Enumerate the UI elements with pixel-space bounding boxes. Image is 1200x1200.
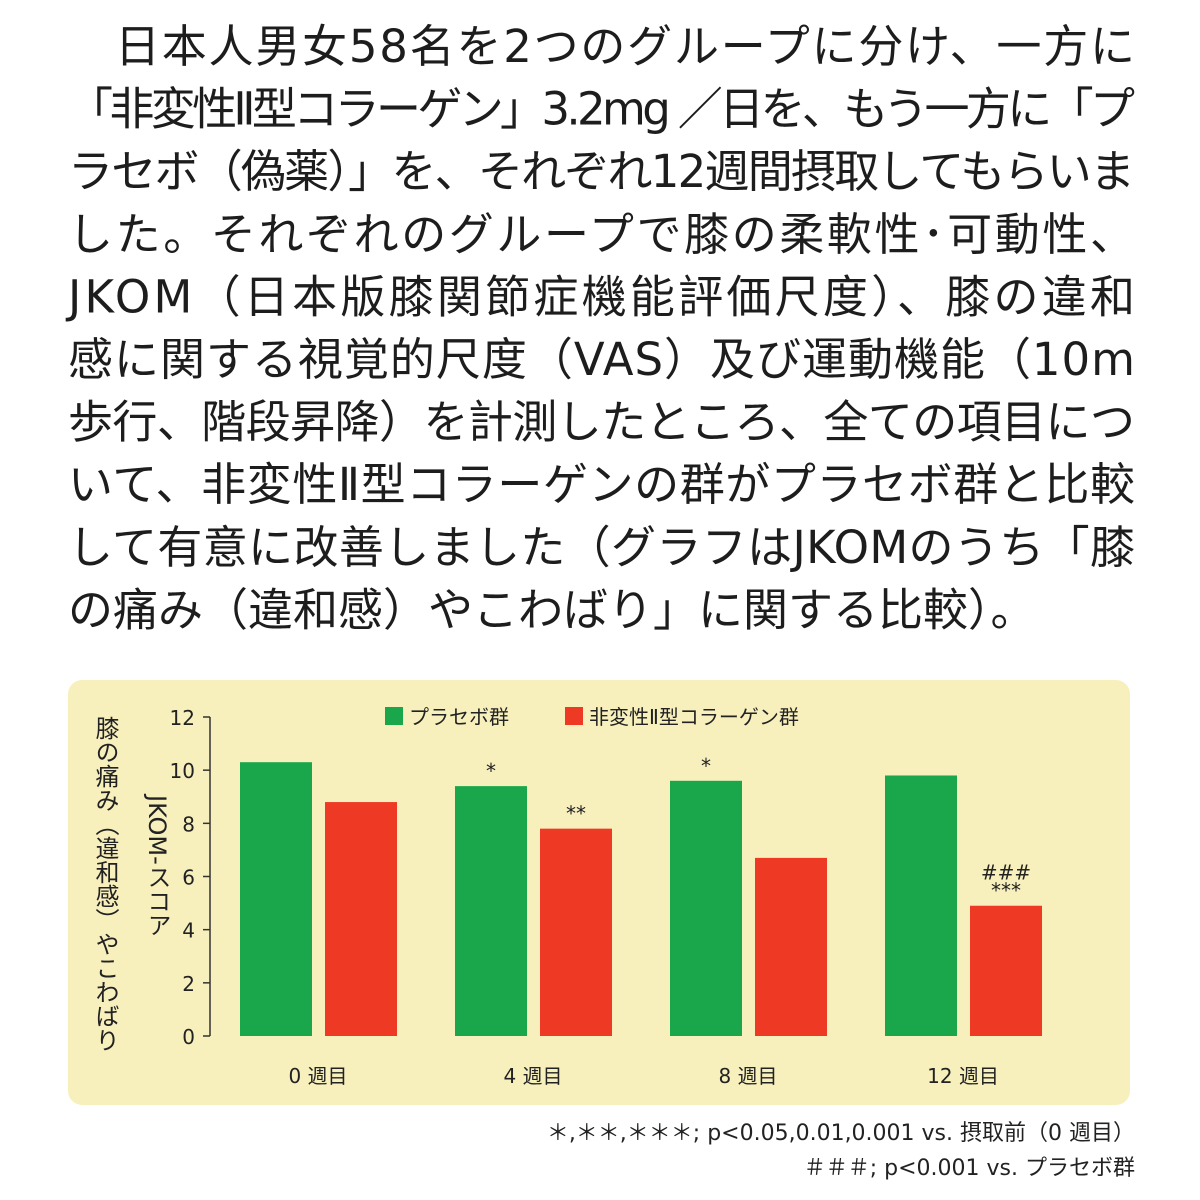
- significance-mark: *: [486, 759, 496, 783]
- y-axis-label: 膝の痛み（違和感）やこわばり: [91, 716, 119, 1052]
- paragraph-line: 「非変性Ⅱ型コラーゲン」3.2mg ／日を、もう一方に「プ: [68, 83, 1135, 136]
- bar: [755, 857, 827, 1036]
- y-tick-label: 2: [182, 972, 195, 996]
- significance-mark: ***: [991, 879, 1021, 903]
- bar: [455, 786, 527, 1036]
- x-tick-label: 4 週目: [503, 1064, 562, 1088]
- x-tick-label: 0 週目: [288, 1064, 347, 1088]
- paragraph-line: して有意に改善しました（グラフはJKOMのうち「膝: [68, 521, 1135, 574]
- bar: [540, 828, 612, 1036]
- y-tick-label: 12: [170, 706, 195, 730]
- bar: [885, 775, 957, 1036]
- paragraph-line: した。それぞれのグループで膝の柔軟性･可動性、: [68, 208, 1135, 261]
- footnote: ＊,＊＊,＊＊＊; p<0.05,0.01,0.001 vs. 摂取前（0 週目…: [547, 1121, 1135, 1146]
- legend-swatch: [385, 707, 403, 725]
- paragraph-line: いて、非変性Ⅱ型コラーゲンの群がプラセボ群と比較: [68, 458, 1135, 511]
- y-tick-label: 6: [182, 866, 195, 890]
- legend-swatch: [565, 707, 583, 725]
- bar: [240, 762, 312, 1036]
- y-tick-label: 0: [182, 1025, 195, 1049]
- y-tick-label: 8: [182, 812, 195, 836]
- paragraph-line: 歩行、階段昇降）を計測したところ、全ての項目につ: [68, 396, 1135, 449]
- y-axis-label: JKOM-スコア: [143, 793, 171, 937]
- y-tick-label: 10: [170, 759, 195, 783]
- legend-label: プラセボ群: [409, 705, 509, 729]
- paragraph-line: の痛み（違和感）やこわばり」に関する比較）。: [68, 583, 1036, 636]
- footnote: ＃＃＃; p<0.001 vs. プラセボ群: [804, 1156, 1135, 1181]
- x-tick-label: 12 週目: [927, 1064, 999, 1088]
- significance-mark: *: [701, 754, 711, 778]
- legend-label: 非変性Ⅱ型コラーゲン群: [589, 705, 799, 729]
- paragraph-line: JKOM（日本版膝関節症機能評価尺度）、膝の違和: [65, 270, 1135, 323]
- bar: [670, 780, 742, 1036]
- significance-mark: ###: [981, 861, 1031, 885]
- bar: [325, 802, 397, 1036]
- paragraph-line: 感に関する視覚的尺度（VAS）及び運動機能（10m: [68, 333, 1135, 386]
- bar: [970, 905, 1042, 1036]
- paragraph-line: ラセボ（偽薬）」を、それぞれ12週間摂取してもらいま: [68, 145, 1135, 198]
- x-tick-label: 8 週目: [718, 1064, 777, 1088]
- paragraph-line: 日本人男女58名を2つのグループに分け、一方に: [115, 20, 1135, 73]
- significance-mark: **: [566, 802, 586, 826]
- y-tick-label: 4: [182, 919, 195, 943]
